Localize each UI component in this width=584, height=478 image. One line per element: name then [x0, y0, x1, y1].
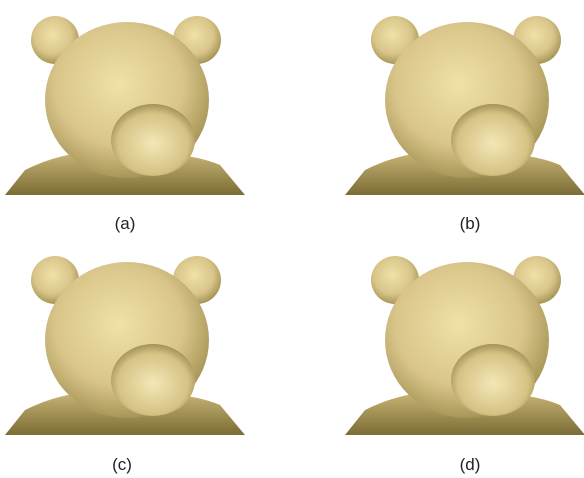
panel-label: (d)	[460, 455, 481, 475]
figure: (a) (b) (c) (d)	[0, 0, 584, 478]
panel-label: (a)	[115, 214, 136, 234]
bear-image	[345, 16, 584, 195]
bear-image	[5, 256, 245, 435]
figure-images	[0, 0, 584, 478]
bear-image	[5, 16, 245, 195]
panel-label: (c)	[112, 455, 132, 475]
bear-image	[345, 256, 584, 435]
panel-label: (b)	[460, 214, 481, 234]
